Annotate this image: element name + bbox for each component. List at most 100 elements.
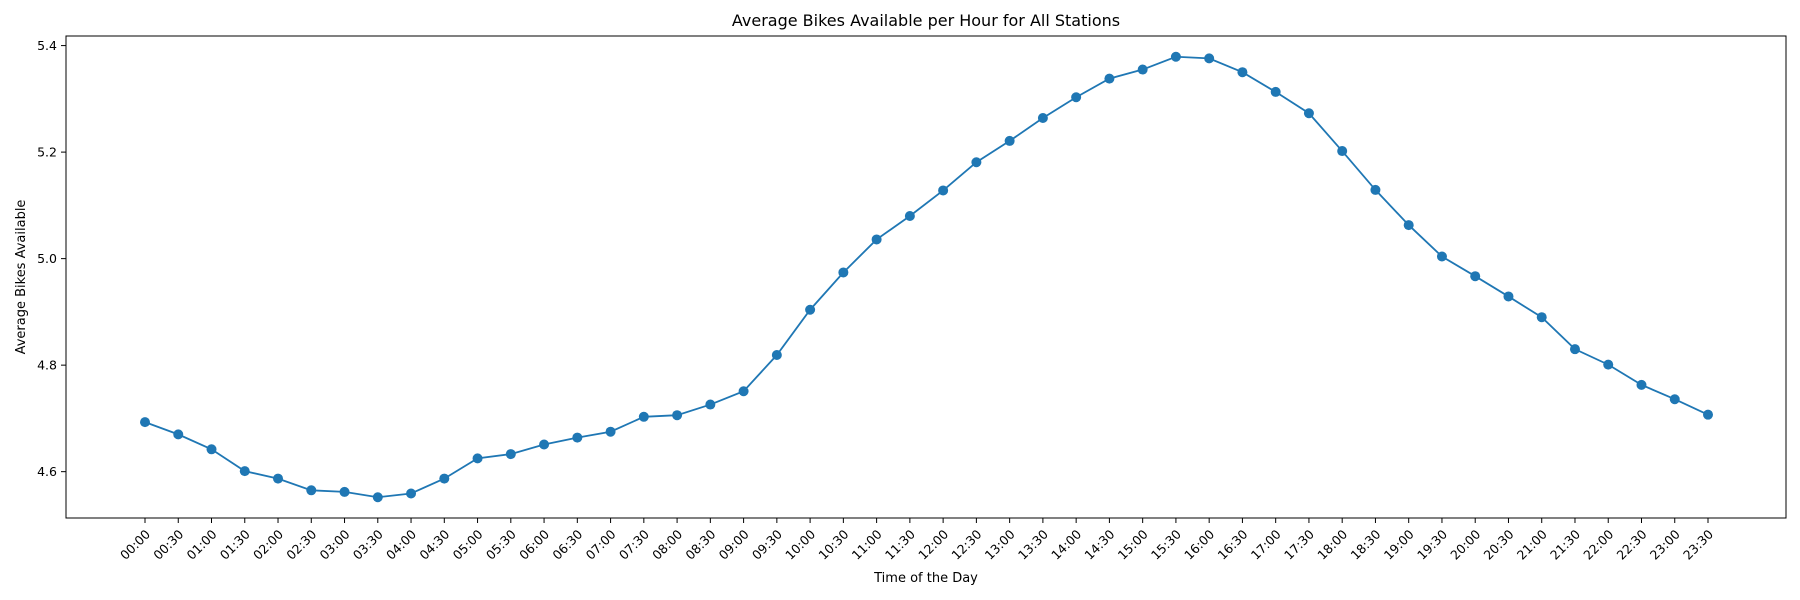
data-point <box>406 488 417 499</box>
x-axis: 00:0000:3001:0001:3002:0002:3003:0003:30… <box>117 518 1716 563</box>
x-tick-label: 22:00 <box>1580 526 1616 562</box>
y-tick-label: 4.8 <box>37 358 57 373</box>
data-point <box>239 466 250 477</box>
data-point <box>1503 291 1514 302</box>
x-tick-label: 04:30 <box>416 526 452 562</box>
x-tick-label: 11:00 <box>849 526 885 562</box>
x-tick-label: 07:00 <box>583 526 619 562</box>
data-point <box>938 185 949 196</box>
x-tick-label: 03:00 <box>317 526 353 562</box>
x-tick-label: 02:30 <box>283 526 319 562</box>
x-tick-label: 17:30 <box>1281 526 1317 562</box>
data-point <box>638 411 649 422</box>
x-tick-label: 18:00 <box>1314 526 1350 562</box>
x-tick-label: 19:00 <box>1381 526 1417 562</box>
x-tick-label: 12:30 <box>948 526 984 562</box>
x-tick-label: 00:00 <box>117 526 153 562</box>
data-point <box>805 304 816 315</box>
data-point <box>838 267 849 278</box>
data-point <box>1569 344 1580 355</box>
x-tick-label: 10:00 <box>782 526 818 562</box>
x-axis-label: Time of the Day <box>873 571 978 586</box>
x-tick-label: 10:30 <box>815 526 851 562</box>
x-tick-label: 04:00 <box>383 526 419 562</box>
data-point <box>705 399 716 410</box>
x-tick-label: 16:00 <box>1181 526 1217 562</box>
x-tick-label: 14:30 <box>1081 526 1117 562</box>
y-tick-label: 5.0 <box>37 251 57 266</box>
chart-title: Average Bikes Available per Hour for All… <box>732 11 1120 30</box>
data-point <box>871 234 882 245</box>
x-tick-label: 08:30 <box>682 526 718 562</box>
series-points <box>140 51 1713 503</box>
data-point <box>771 350 782 361</box>
data-point <box>1370 184 1381 195</box>
data-point <box>339 486 350 497</box>
x-tick-label: 15:00 <box>1115 526 1151 562</box>
data-point <box>1436 251 1447 262</box>
data-point <box>1636 379 1647 390</box>
data-point <box>1037 113 1048 124</box>
x-tick-label: 05:30 <box>483 526 519 562</box>
x-tick-label: 18:30 <box>1347 526 1383 562</box>
data-point <box>1104 73 1115 84</box>
data-point <box>971 157 982 168</box>
data-point <box>1470 271 1481 282</box>
data-point <box>672 410 683 421</box>
data-point <box>1270 86 1281 97</box>
y-tick-label: 5.4 <box>37 38 57 53</box>
x-tick-label: 06:00 <box>516 526 552 562</box>
y-axis: 4.6 4.8 5.0 5.2 5.4 <box>37 38 66 479</box>
data-point <box>904 211 915 222</box>
data-point <box>1536 312 1547 323</box>
x-tick-label: 13:30 <box>1015 526 1051 562</box>
x-tick-label: 08:00 <box>649 526 685 562</box>
x-tick-label: 14:00 <box>1048 526 1084 562</box>
x-tick-label: 22:30 <box>1614 526 1650 562</box>
data-point <box>1603 359 1614 370</box>
x-tick-label: 21:00 <box>1514 526 1550 562</box>
data-point <box>273 473 284 484</box>
plot-area <box>65 35 1787 519</box>
x-tick-label: 12:00 <box>915 526 951 562</box>
x-tick-label: 23:30 <box>1680 526 1716 562</box>
data-point <box>1403 220 1414 231</box>
series-line <box>144 55 1709 499</box>
x-tick-label: 21:30 <box>1547 526 1583 562</box>
data-point <box>173 429 184 440</box>
y-tick-label: 5.2 <box>37 145 57 160</box>
x-tick-label: 19:30 <box>1414 526 1450 562</box>
data-point <box>372 492 383 503</box>
data-point <box>505 449 516 460</box>
x-tick-label: 01:30 <box>217 526 253 562</box>
x-tick-label: 02:00 <box>250 526 286 562</box>
data-point <box>140 417 150 428</box>
x-tick-label: 20:00 <box>1447 526 1483 562</box>
x-tick-label: 16:30 <box>1214 526 1250 562</box>
x-tick-label: 06:30 <box>549 526 585 562</box>
x-tick-label: 17:00 <box>1248 526 1284 562</box>
x-tick-label: 03:30 <box>350 526 386 562</box>
x-tick-label: 11:30 <box>882 526 918 562</box>
x-tick-label: 13:00 <box>982 526 1018 562</box>
data-point <box>472 453 483 464</box>
x-tick-label: 15:30 <box>1148 526 1184 562</box>
data-point <box>1303 108 1314 119</box>
data-point <box>439 473 450 484</box>
data-point <box>1669 394 1680 405</box>
data-point <box>539 439 550 450</box>
x-tick-label: 01:00 <box>184 526 220 562</box>
x-tick-label: 23:00 <box>1647 526 1683 562</box>
data-point <box>206 444 217 455</box>
x-tick-label: 09:00 <box>716 526 752 562</box>
x-tick-label: 05:00 <box>450 526 486 562</box>
data-point <box>1237 67 1248 78</box>
y-tick-label: 4.6 <box>37 464 57 479</box>
data-point <box>1204 53 1215 64</box>
x-tick-label: 20:30 <box>1481 526 1517 562</box>
data-point <box>1170 51 1181 62</box>
data-point <box>1071 92 1082 103</box>
data-point <box>738 386 749 397</box>
x-tick-label: 09:30 <box>749 526 785 562</box>
